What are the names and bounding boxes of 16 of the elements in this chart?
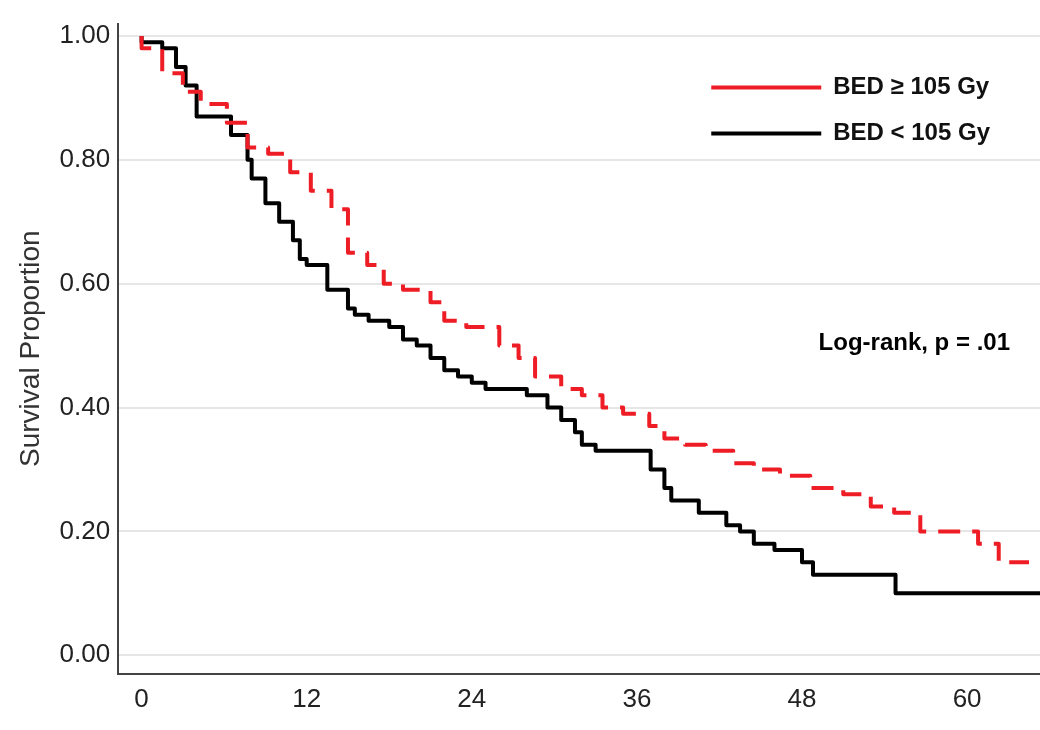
x-tick-label: 60 bbox=[952, 682, 982, 713]
y-axis-title: Survival Proportion bbox=[13, 230, 45, 467]
x-tick-label: 36 bbox=[622, 682, 652, 713]
y-tick-label: 0.60 bbox=[59, 266, 111, 297]
y-tick-label: 0.80 bbox=[59, 143, 111, 173]
y-tick-label: 0.20 bbox=[59, 514, 111, 545]
x-tick-label: 24 bbox=[457, 682, 487, 713]
x-tick-label: 48 bbox=[787, 682, 817, 713]
y-tick-label: 0.00 bbox=[59, 638, 111, 669]
y-tick-label: 1.00 bbox=[59, 19, 111, 50]
annotation: Log-rank, p = .01 bbox=[818, 328, 1010, 356]
y-tick-label: 0.40 bbox=[59, 390, 111, 421]
x-tick-label: 12 bbox=[292, 682, 322, 713]
x-tick-label: 0 bbox=[134, 682, 149, 713]
legend-label: BED ≥ 105 Gy bbox=[833, 72, 990, 100]
legend-label: BED < 105 Gy bbox=[833, 118, 991, 146]
